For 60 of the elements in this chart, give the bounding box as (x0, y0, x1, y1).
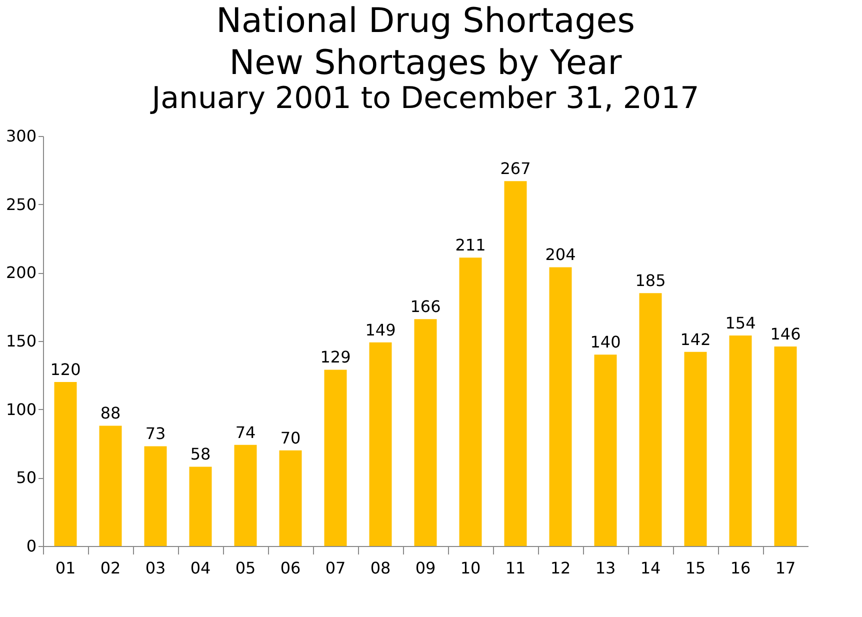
x-tick-label: 15 (685, 558, 706, 578)
bar (369, 342, 392, 546)
bar (99, 426, 122, 546)
data-label: 166 (410, 297, 441, 316)
bar (639, 293, 662, 546)
data-label: 70 (280, 428, 301, 448)
x-tick-label: 02 (100, 558, 121, 578)
data-label: 146 (770, 324, 801, 344)
chart-title: National Drug Shortages New Shortages by Year (216, 1, 635, 83)
bar (144, 446, 167, 546)
x-tick-label: 10 (460, 558, 481, 578)
bar (684, 352, 707, 546)
x-tick-label: 13 (595, 558, 616, 578)
x-tick-label: 03 (145, 558, 166, 578)
x-tick-label: 16 (730, 558, 751, 578)
data-label: 267 (500, 159, 531, 178)
data-label: 185 (635, 271, 666, 290)
data-label: 140 (590, 332, 621, 352)
bar (774, 346, 797, 546)
y-tick-label: 150 (6, 332, 36, 350)
bar (279, 450, 302, 546)
bar (324, 370, 347, 546)
x-tick-label: 17 (775, 558, 796, 578)
y-tick-label: 200 (6, 263, 36, 282)
bar (414, 319, 437, 546)
x-tick-label: 09 (415, 558, 436, 578)
y-tick-label: 0 (26, 536, 36, 556)
bar (594, 354, 617, 546)
y-tick-label: 50 (16, 468, 36, 488)
x-tick-label: 06 (280, 558, 301, 578)
data-label: 211 (455, 236, 486, 255)
y-tick-label: 300 (6, 126, 36, 146)
x-tick-label: 07 (325, 558, 346, 578)
bar (504, 181, 527, 546)
bar (54, 382, 77, 546)
bar (234, 444, 257, 546)
data-label: 88 (100, 404, 121, 423)
bar (729, 336, 752, 546)
data-label: 120 (50, 360, 81, 379)
data-label: 142 (680, 330, 711, 349)
x-tick-label: 05 (235, 558, 256, 578)
bar (459, 258, 482, 546)
data-label: 149 (365, 320, 396, 340)
x-tick-label: 11 (505, 558, 526, 578)
x-tick-label: 08 (370, 558, 391, 578)
data-label: 73 (145, 424, 166, 444)
x-tick-label: 12 (550, 558, 571, 578)
data-label: 154 (725, 314, 756, 333)
bar (549, 267, 572, 546)
chart-subtitle: January 2001 to December 31, 2017 (150, 81, 700, 116)
y-tick-label: 100 (6, 400, 36, 419)
x-tick-label: 01 (55, 558, 76, 578)
data-label: 58 (190, 444, 211, 464)
x-tick-label: 14 (640, 558, 661, 578)
bar (189, 466, 212, 546)
data-label: 129 (320, 348, 351, 367)
data-label: 204 (545, 245, 576, 264)
data-label: 74 (235, 422, 256, 442)
x-tick-label: 04 (190, 558, 211, 578)
y-tick-label: 250 (6, 194, 36, 214)
